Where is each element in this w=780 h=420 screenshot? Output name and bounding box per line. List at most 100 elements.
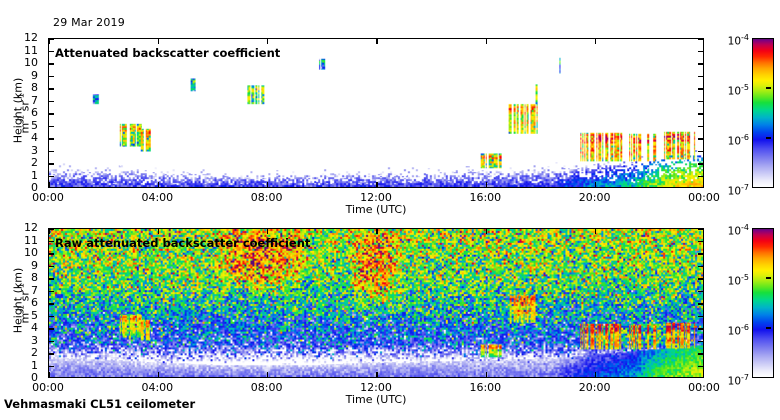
colorbar-tick-label: 10-6 [727, 133, 749, 148]
y-axis-top-tick-label: 12 [24, 31, 38, 44]
y-tick-mark [49, 138, 54, 140]
x-axis-top-tick-label: 12:00 [360, 191, 392, 204]
colorbar-gradient-bottom[interactable] [752, 228, 774, 378]
y-tick-mark [49, 278, 54, 280]
colorbar-tick-mark [766, 137, 771, 139]
y-tick-mark [49, 229, 54, 231]
y-tick-mark [698, 39, 703, 41]
y-axis-bottom-tick-label: 12 [24, 221, 38, 234]
x-axis-top-tick-label: 16:00 [469, 191, 502, 204]
y-tick-mark [698, 353, 703, 355]
colorbar-tick-label: 10-7 [727, 373, 749, 388]
panel-attenuated-backscatter[interactable]: Attenuated backscatter coefficient [48, 38, 704, 188]
x-tick-mark [49, 372, 51, 377]
y-tick-mark [49, 365, 54, 368]
colorbar-gradient-top[interactable] [752, 38, 774, 188]
x-axis-bottom-tick-label: 12:00 [360, 381, 392, 394]
y-tick-mark [698, 340, 703, 343]
colorbar-top[interactable]: 10-4 10-5 10-6 10-7 [704, 33, 780, 197]
x-tick-mark [376, 182, 378, 187]
x-tick-mark [595, 229, 597, 234]
y-tick-mark [49, 265, 54, 268]
y-tick-mark [698, 253, 703, 255]
footer-station-label: Vehmasmaki CL51 ceilometer [4, 397, 196, 411]
y-tick-mark [49, 175, 54, 178]
y-tick-mark [698, 290, 703, 293]
panel-raw-attenuated-backscatter[interactable]: Raw attenuated backscatter coefficient [48, 228, 704, 378]
colorbar-bottom[interactable]: 10-4 10-5 10-6 10-7 [704, 223, 780, 387]
colorbar-unit-top: m-1 sr-1 [16, 93, 32, 134]
x-tick-mark [376, 39, 378, 44]
x-tick-mark [49, 229, 51, 234]
colorbar-tick-mark [766, 327, 771, 329]
colorbar-unit-bottom: m-1 sr-1 [16, 283, 32, 324]
x-tick-mark [157, 39, 159, 44]
x-axis-bottom-tick-label: 08:00 [250, 381, 283, 394]
y-axis-top-tick-label: 11 [24, 43, 38, 57]
x-tick-mark [267, 182, 269, 187]
heatmap-attenuated-backscatter[interactable] [49, 39, 703, 187]
x-axis-top-tick-label: 08:00 [250, 191, 283, 204]
y-tick-mark [49, 125, 54, 128]
y-tick-mark [698, 113, 703, 115]
x-axis-bottom-tick-label: 00:00 [32, 381, 64, 394]
y-axis-top-tick-label: 9 [31, 68, 38, 82]
x-tick-mark [157, 372, 159, 377]
x-axis-bottom: 00:00 04:00 08:00 12:00 16:00 20:00 00:00 [32, 378, 720, 404]
y-axis-bottom-tick-label: 11 [24, 233, 38, 247]
x-axis-top-tick-label: 00:00 [688, 191, 720, 204]
y-axis-bottom-tick-label: 7 [31, 283, 38, 297]
y-axis-bottom-tick-label: 6 [31, 296, 38, 309]
x-axis-label-bottom: Time (UTC) [345, 393, 407, 406]
y-axis-bottom-tick-label: 2 [31, 346, 38, 359]
x-tick-mark [157, 229, 159, 234]
x-axis-top-tick-label: 04:00 [141, 191, 174, 204]
y-tick-mark [698, 88, 703, 90]
panel-title-bottom: Raw attenuated backscatter coefficient [55, 236, 311, 250]
x-axis-bottom-tick-label: 00:00 [688, 381, 720, 394]
x-axis-top: 00:00 04:00 08:00 12:00 16:00 20:00 00:00 [32, 188, 720, 214]
colorbar-tick-mark [766, 376, 771, 378]
y-axis-top-tick-label: 3 [31, 143, 38, 157]
x-axis-bottom-tick-label: 04:00 [141, 381, 174, 394]
y-axis-bottom-tick-label: 1 [31, 358, 38, 372]
y-tick-mark [698, 328, 703, 330]
y-axis-bottom-tick-label: 0 [31, 371, 38, 384]
y-axis-top-tick-label: 2 [31, 156, 38, 169]
y-tick-mark [698, 75, 703, 78]
y-axis-top-tick-label: 4 [31, 131, 38, 144]
y-axis-top-tick-label: 10 [24, 56, 38, 69]
panel-title-top: Attenuated backscatter coefficient [55, 46, 281, 60]
y-tick-mark [698, 315, 703, 318]
y-tick-mark [698, 175, 703, 178]
x-tick-mark [49, 182, 51, 187]
heatmap-raw-attenuated-backscatter[interactable] [49, 229, 703, 377]
y-tick-mark [49, 163, 54, 165]
y-axis-bottom-tick-label: 8 [31, 271, 38, 284]
y-axis-bottom-tick-label: 5 [31, 308, 38, 322]
x-tick-mark [595, 39, 597, 44]
x-tick-mark [376, 229, 378, 234]
y-tick-mark [698, 125, 703, 128]
x-tick-mark [485, 372, 487, 377]
date-label: 29 Mar 2019 [53, 16, 125, 29]
y-tick-mark [698, 163, 703, 165]
y-axis-top-tick-label: 6 [31, 106, 38, 119]
x-tick-mark [267, 39, 269, 44]
y-tick-mark [49, 315, 54, 318]
x-tick-mark [595, 182, 597, 187]
colorbar-tick-label: 10-7 [727, 183, 749, 198]
y-tick-mark [49, 240, 54, 243]
y-tick-mark [49, 303, 54, 305]
x-tick-mark [485, 229, 487, 234]
y-tick-mark [49, 88, 54, 90]
colorbar-tick-mark [766, 87, 771, 89]
x-tick-mark [485, 182, 487, 187]
y-tick-mark [49, 253, 54, 255]
y-tick-mark [698, 278, 703, 280]
y-axis-bottom-tick-label: 4 [31, 321, 38, 334]
x-tick-mark [157, 182, 159, 187]
x-tick-mark [595, 372, 597, 377]
y-tick-mark [49, 100, 54, 103]
